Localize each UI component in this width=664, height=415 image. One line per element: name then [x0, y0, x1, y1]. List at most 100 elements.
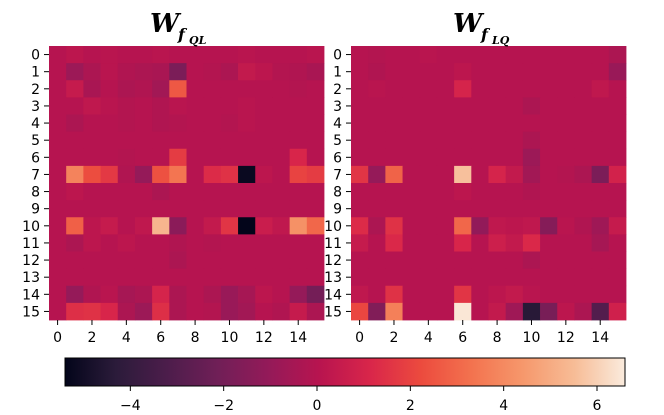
heatmap-cell [351, 268, 369, 287]
heatmap-cell [351, 80, 369, 98]
heatmap-cell [255, 165, 273, 184]
heatmap-cell [220, 268, 239, 287]
heatmap-cell [419, 302, 438, 321]
heatmap-cell [436, 46, 455, 64]
heatmap-cell [471, 131, 489, 150]
heatmap-cell [488, 251, 507, 270]
heatmap-cell [471, 148, 489, 167]
heatmap-cell [203, 217, 222, 235]
heatmap-cell [608, 251, 627, 270]
heatmap-cell [289, 131, 308, 150]
heatmap-cell [608, 268, 627, 287]
heatmap-cell [117, 131, 136, 150]
heatmap-cell [419, 268, 438, 287]
heatmap-cell [591, 183, 610, 201]
heatmap-cell [368, 268, 386, 287]
heatmap-cell [368, 63, 386, 81]
heatmap-cell [574, 285, 593, 304]
heatmap-cell [66, 131, 84, 150]
heatmap-cell [66, 114, 84, 133]
heatmap-cell [608, 114, 627, 133]
y-tick-label: 12 [324, 253, 342, 269]
heatmap-cell [83, 63, 101, 81]
heatmap-cell [522, 217, 541, 235]
heatmap-cell [540, 114, 558, 133]
chart-title: Wf LQ [453, 9, 510, 47]
heatmap-cell [505, 251, 524, 270]
heatmap-cell [134, 268, 153, 287]
heatmap-cell [272, 63, 291, 81]
heatmap-cell [100, 183, 119, 201]
heatmap-cell [289, 148, 308, 167]
heatmap-cell [255, 46, 273, 64]
heatmap-cell [419, 183, 438, 201]
heatmap-cell [83, 183, 101, 201]
y-tick-label: 2 [333, 82, 342, 98]
heatmap-cell [152, 302, 170, 321]
heatmap-cell [454, 63, 472, 81]
heatmap-cell [83, 97, 101, 115]
heatmap-cell [169, 217, 187, 235]
heatmap-cell [186, 200, 205, 218]
heatmap-cell [522, 200, 541, 218]
heatmap-cell [591, 46, 610, 64]
y-tick-label: 13 [22, 270, 40, 286]
heatmap-cell [591, 131, 610, 150]
heatmap-cell [66, 302, 84, 321]
heatmap-cell [368, 302, 386, 321]
heatmap-cell [289, 251, 308, 270]
heatmap-cell [100, 285, 119, 304]
y-tick-label: 14 [22, 287, 40, 303]
heatmap-cell [169, 200, 187, 218]
heatmap-cell [608, 302, 627, 321]
y-tick-label: 13 [324, 270, 342, 286]
x-tick-label: 12 [255, 330, 273, 346]
heatmap-cell [557, 251, 575, 270]
heatmap-cell [289, 302, 308, 321]
heatmap-cell [289, 46, 308, 64]
heatmap-cell [574, 165, 593, 184]
heatmap-cell [272, 217, 291, 235]
y-tick-label: 0 [31, 48, 40, 64]
heatmap-cell [152, 234, 170, 252]
heatmap-cell [436, 165, 455, 184]
chart-title-main: W [453, 9, 485, 39]
heatmap-cell [272, 183, 291, 201]
chart-title-subscript: f [480, 25, 491, 44]
heatmap-cell [117, 80, 136, 98]
heatmap-cell [117, 148, 136, 167]
heatmap-cell [220, 165, 239, 184]
heatmap-cell [289, 114, 308, 133]
heatmap-cell [402, 200, 421, 218]
heatmap-cell [66, 63, 84, 81]
heatmap-cell [436, 114, 455, 133]
heatmap-cell [83, 80, 101, 98]
heatmap-cell [255, 131, 273, 150]
heatmap-cell [255, 285, 273, 304]
heatmap-cell [471, 97, 489, 115]
heatmap-cell [169, 97, 187, 115]
y-tick-label: 8 [31, 185, 40, 201]
heatmap-cell [351, 97, 369, 115]
heatmap-cell [117, 217, 136, 235]
heatmap-cell [49, 131, 67, 150]
heatmap-cell [186, 165, 205, 184]
heatmap-cell [557, 302, 575, 321]
heatmap-cell [385, 251, 403, 270]
heatmap-cell [272, 97, 291, 115]
heatmap-cell [591, 114, 610, 133]
heatmap-cell [419, 251, 438, 270]
heatmap-cell [540, 131, 558, 150]
heatmap-cell [574, 97, 593, 115]
heatmap-cell [169, 251, 187, 270]
heatmap-cell [238, 302, 256, 321]
y-tick-label: 11 [22, 236, 40, 252]
heatmap-cell [402, 148, 421, 167]
heatmap-cell [83, 268, 101, 287]
heatmap-cell [66, 165, 84, 184]
heatmap-cell [152, 251, 170, 270]
heatmap-cell [289, 63, 308, 81]
heatmap-cell [238, 80, 256, 98]
y-tick-label: 9 [31, 202, 40, 218]
heatmap-cell [419, 46, 438, 64]
